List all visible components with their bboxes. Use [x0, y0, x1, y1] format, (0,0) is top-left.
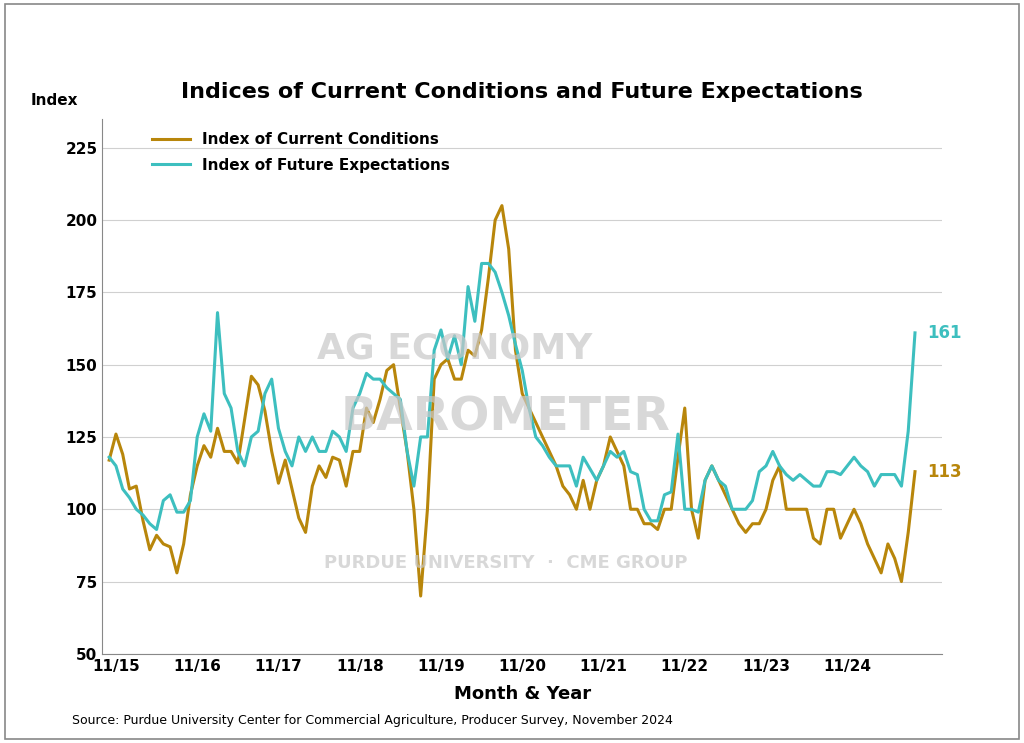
- Index of Current Conditions: [753, 519, 765, 528]
- Index of Future Expectations: [475, 259, 487, 268]
- Index of Current Conditions: [319, 473, 332, 482]
- Index of Future Expectations: [327, 426, 339, 435]
- Index of Future Expectations: [280, 447, 292, 456]
- Index of Current Conditions: [103, 455, 116, 464]
- Index of Current Conditions: [895, 577, 907, 586]
- Index of Future Expectations: [909, 328, 922, 337]
- Text: PURDUE UNIVERSITY  ·  CME GROUP: PURDUE UNIVERSITY · CME GROUP: [324, 554, 687, 572]
- Text: AG ECONOMY: AG ECONOMY: [317, 332, 593, 366]
- Index of Future Expectations: [151, 525, 163, 534]
- Text: Source: Purdue University Center for Commercial Agriculture, Producer Survey, No: Source: Purdue University Center for Com…: [72, 715, 673, 727]
- Index of Future Expectations: [563, 461, 575, 470]
- Index of Current Conditions: [272, 478, 285, 487]
- Index of Current Conditions: [415, 591, 427, 600]
- Index of Future Expectations: [103, 452, 116, 461]
- Index of Future Expectations: [753, 467, 765, 476]
- Index of Future Expectations: [895, 481, 907, 490]
- Index of Current Conditions: [909, 467, 922, 476]
- Index of Future Expectations: [672, 429, 684, 438]
- Index of Current Conditions: [563, 490, 575, 499]
- Title: Indices of Current Conditions and Future Expectations: Indices of Current Conditions and Future…: [181, 82, 863, 102]
- Text: 161: 161: [927, 324, 962, 342]
- Text: 113: 113: [927, 463, 962, 481]
- Text: BAROMETER: BAROMETER: [341, 396, 671, 441]
- Text: Index: Index: [31, 93, 79, 108]
- Index of Current Conditions: [672, 452, 684, 461]
- Line: Index of Current Conditions: Index of Current Conditions: [110, 206, 915, 596]
- Legend: Index of Current Conditions, Index of Future Expectations: Index of Current Conditions, Index of Fu…: [152, 132, 451, 172]
- Line: Index of Future Expectations: Index of Future Expectations: [110, 264, 915, 530]
- Index of Current Conditions: [496, 201, 508, 210]
- X-axis label: Month & Year: Month & Year: [454, 685, 591, 703]
